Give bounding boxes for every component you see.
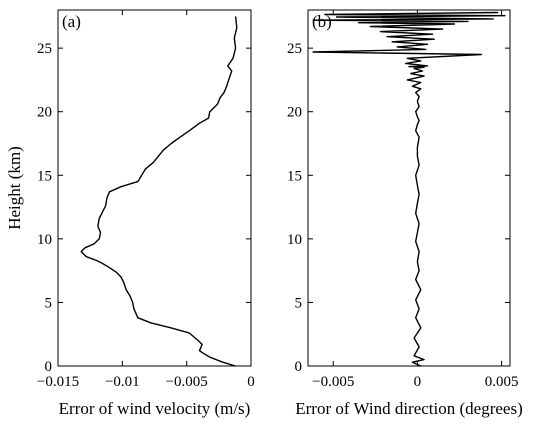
y-tick-label: 0 bbox=[45, 359, 53, 375]
x-tick-label: 0 bbox=[247, 374, 255, 390]
panel-b: −0.005 0 0.005 0 5 10 15 20 25 Error of Wind dire… bbox=[287, 9, 523, 418]
y-tick-label: 20 bbox=[287, 105, 302, 121]
y-tick-label: 25 bbox=[287, 41, 302, 57]
x-tick-label: −0.015 bbox=[37, 374, 79, 390]
y-tick-label: 5 bbox=[45, 295, 53, 311]
plot-area-b bbox=[307, 9, 511, 367]
y-tick-label: 20 bbox=[37, 105, 52, 121]
y-tick-label: 10 bbox=[287, 232, 302, 248]
series-line-a bbox=[80, 16, 238, 367]
y-axis-title: Height (km) bbox=[5, 146, 24, 230]
panel-label-a: (a) bbox=[62, 12, 81, 31]
y-tick-label: 15 bbox=[37, 168, 52, 184]
y-tick-label: 25 bbox=[37, 41, 52, 57]
panel-label-b: (b) bbox=[312, 12, 332, 31]
x-tick-label: 0 bbox=[414, 374, 422, 390]
x-tick-label: −0.005 bbox=[312, 374, 354, 390]
y-tick-label: 15 bbox=[287, 168, 302, 184]
x-axis-title-b: Error of Wind direction (degrees) bbox=[295, 399, 522, 418]
series-line-b bbox=[312, 11, 506, 367]
x-tick-label: −0.005 bbox=[166, 374, 208, 390]
plot-area-a bbox=[57, 9, 252, 367]
panel-a: −0.015 −0.01 −0.005 0 0 5 10 15 20 25 Error of win… bbox=[5, 9, 255, 418]
x-tick-label: 0.005 bbox=[485, 374, 519, 390]
y-tick-label: 10 bbox=[37, 232, 52, 248]
y-tick-label: 5 bbox=[295, 295, 303, 311]
x-tick-label: −0.01 bbox=[105, 374, 140, 390]
x-axis-title-a: Error of wind velocity (m/s) bbox=[59, 399, 251, 418]
y-tick-label: 0 bbox=[295, 359, 303, 375]
